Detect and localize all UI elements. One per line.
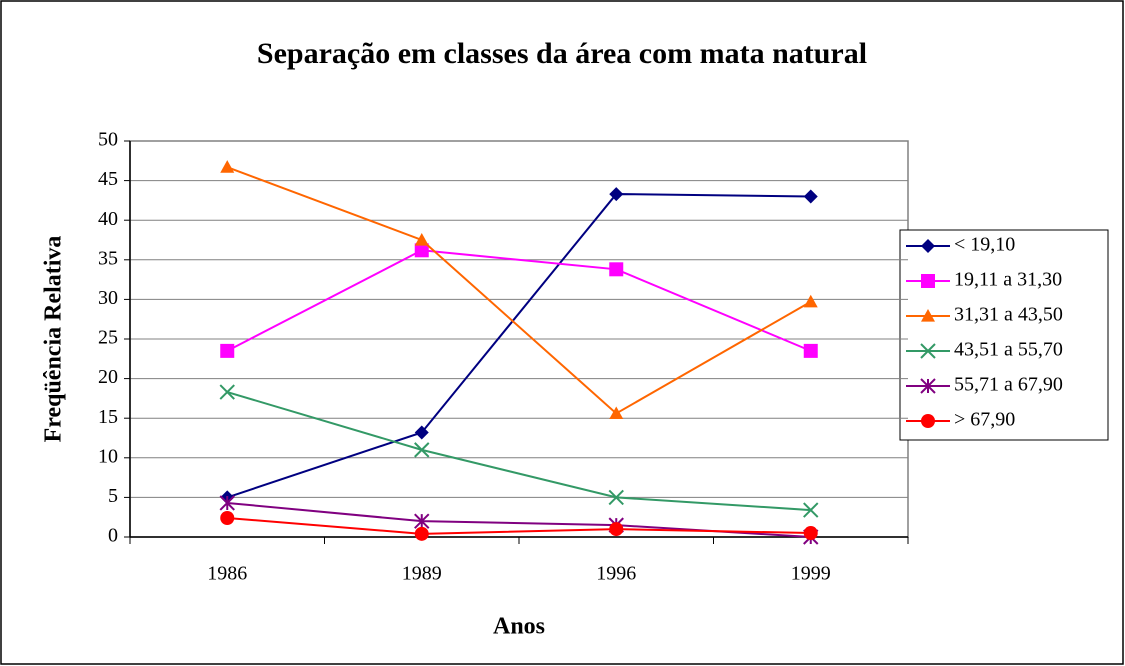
legend-marker [921, 239, 935, 253]
series-line [226, 166, 812, 415]
marker [803, 343, 818, 358]
marker [414, 243, 429, 258]
legend [899, 229, 1109, 441]
legend-marker [921, 274, 935, 288]
y-tick-label: 35 [98, 247, 118, 269]
marker [220, 343, 235, 358]
marker [414, 442, 430, 458]
legend-label: 19,11 a 31,30 [954, 269, 1062, 291]
legend-marker [921, 309, 935, 322]
x-tick-label: 1989 [402, 563, 442, 585]
legend-marker [920, 378, 936, 394]
marker [609, 522, 624, 537]
legend-marker [920, 343, 936, 359]
legend-label: 55,71 a 67,90 [954, 374, 1063, 396]
marker [803, 294, 818, 308]
y-tick-label: 30 [98, 287, 118, 309]
series-line [226, 391, 811, 512]
series-line [226, 249, 812, 352]
y-tick-label: 0 [108, 525, 118, 547]
y-tick-label: 45 [98, 168, 118, 190]
marker [220, 160, 235, 173]
marker [414, 513, 430, 529]
y-tick-label: 15 [98, 406, 118, 428]
marker [608, 489, 624, 506]
legend-label: 31,31 a 43,50 [954, 304, 1063, 326]
x-axis-label: Anos [493, 614, 545, 640]
y-axis-label: Freqüência Relativa [41, 236, 67, 443]
marker [219, 495, 235, 511]
y-tick-label: 50 [98, 129, 118, 151]
legend-label: 43,51 a 55,70 [954, 339, 1063, 361]
y-tick-label: 20 [98, 366, 118, 388]
legend-marker [921, 414, 935, 428]
marker [609, 262, 624, 277]
marker [414, 425, 429, 440]
series-line [226, 193, 811, 499]
marker [803, 526, 818, 541]
marker [609, 187, 624, 202]
x-tick-label: 1999 [791, 563, 831, 585]
marker [609, 406, 624, 420]
marker [414, 233, 429, 246]
marker [803, 502, 819, 518]
chart-title: Separação em classes da área com mata na… [257, 37, 867, 70]
marker [220, 510, 235, 525]
legend-label: < 19,10 [954, 234, 1015, 256]
y-tick-label: 25 [98, 327, 118, 349]
marker [414, 526, 429, 541]
y-tick-label: 5 [108, 485, 118, 507]
legend-label: > 67,90 [954, 409, 1015, 431]
y-tick-label: 40 [98, 208, 118, 230]
x-tick-label: 1996 [596, 563, 636, 585]
y-tick-label: 10 [98, 445, 118, 467]
marker [803, 189, 818, 204]
marker [219, 384, 235, 400]
x-tick-label: 1986 [207, 563, 247, 585]
series-line [227, 516, 811, 535]
